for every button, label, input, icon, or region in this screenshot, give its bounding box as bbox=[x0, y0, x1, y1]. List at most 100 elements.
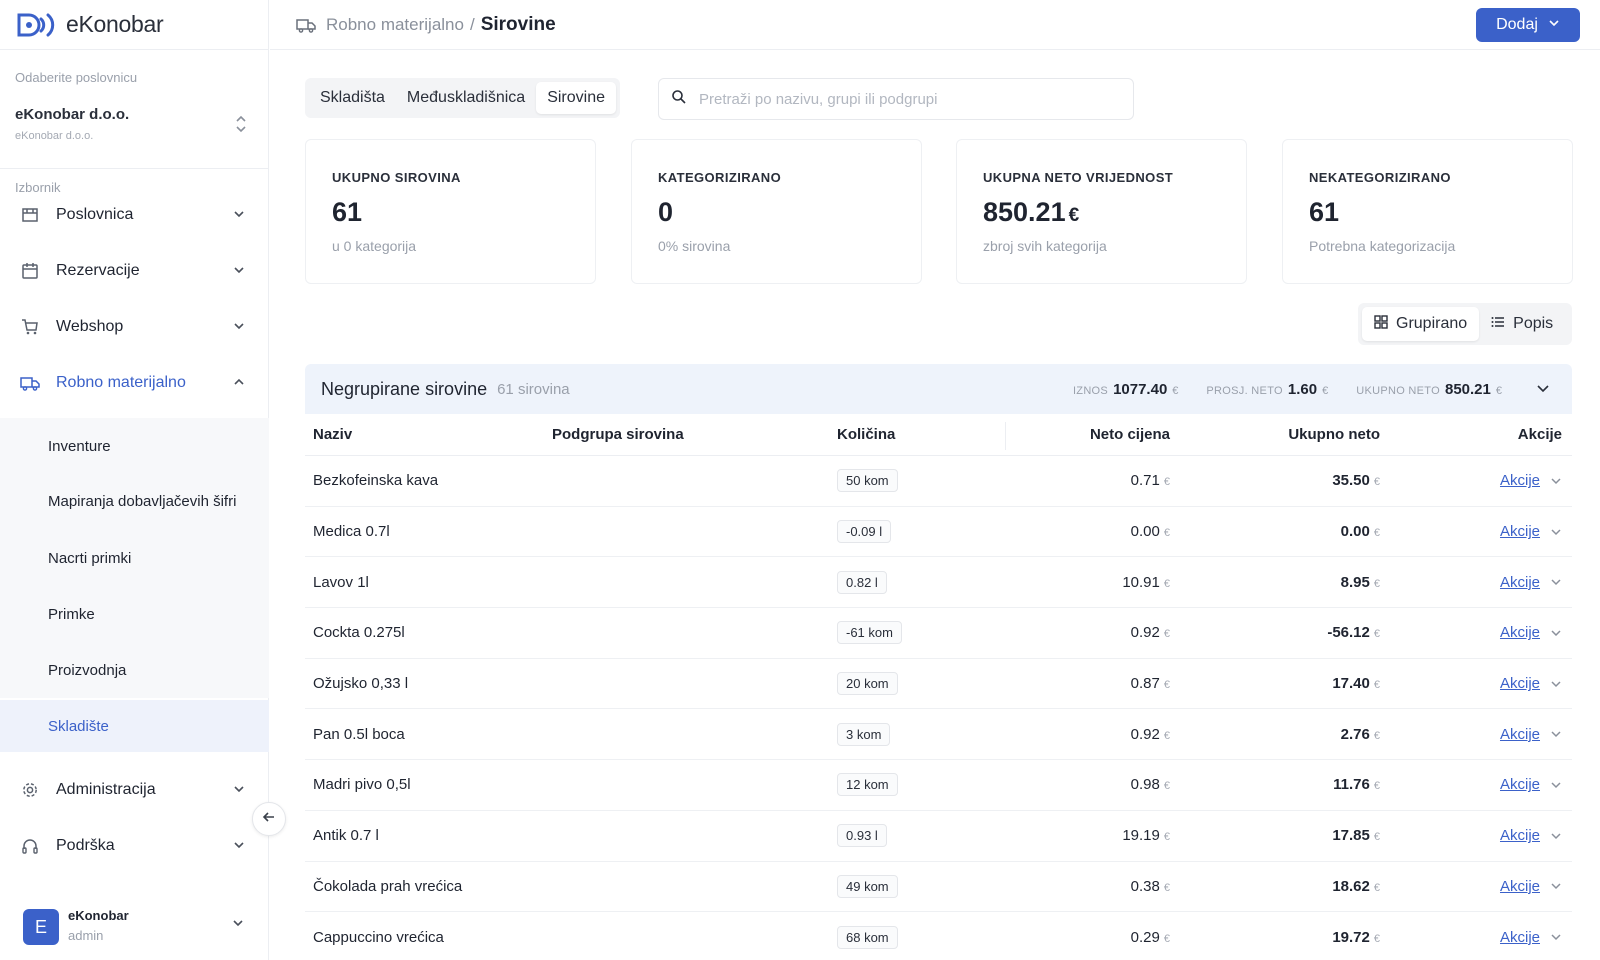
page-title: Sirovine bbox=[480, 13, 556, 35]
table-row[interactable]: Madri pivo 0,5l 12 kom 0.98 € 11.76 € Akcije bbox=[305, 760, 1572, 811]
list-icon bbox=[1491, 315, 1505, 334]
chevron-down-icon bbox=[1550, 880, 1562, 892]
column-header-kolicina[interactable]: Količina bbox=[837, 426, 896, 443]
sidebar-item-label: Webshop bbox=[56, 318, 124, 335]
sidebar-item-rezervacije[interactable]: Rezervacije bbox=[0, 246, 269, 296]
tab-meduskladisnica[interactable]: Međuskladišnica bbox=[406, 89, 526, 106]
actions-link[interactable]: Akcije bbox=[1499, 928, 1540, 946]
chevron-down-icon bbox=[1550, 830, 1562, 842]
stat-label: KATEGORIZIRANO bbox=[658, 170, 782, 185]
quantity-badge: 0.93 l bbox=[837, 824, 887, 848]
actions-link[interactable]: Akcije bbox=[1499, 877, 1540, 895]
row-quantity: -0.09 l bbox=[837, 520, 892, 544]
actions-link[interactable]: Akcije bbox=[1499, 675, 1540, 693]
row-name: Ožujsko 0,33 l bbox=[313, 675, 409, 693]
actions-link[interactable]: Akcije bbox=[1499, 776, 1540, 794]
column-header-ukupno-neto[interactable]: Ukupno neto bbox=[1288, 426, 1380, 443]
row-actions[interactable]: Akcije bbox=[1500, 624, 1562, 641]
sidebar: eKonobar Odaberite poslovnicu eKonobar d… bbox=[0, 0, 269, 960]
view-grouped-label: Grupirano bbox=[1396, 315, 1468, 332]
sidebar-subitem-primke[interactable]: Primke bbox=[0, 586, 269, 642]
row-actions[interactable]: Akcije bbox=[1500, 523, 1562, 540]
table-row[interactable]: Bezkofeinska kava 50 kom 0.71 € 35.50 € Akcije bbox=[305, 456, 1572, 507]
headphones-icon bbox=[20, 836, 40, 856]
chevron-down-icon bbox=[233, 319, 245, 337]
tab-skladista[interactable]: Skladišta bbox=[320, 89, 385, 106]
sidebar-subitem-nacrti-primki[interactable]: Nacrti primki bbox=[0, 530, 269, 586]
table-row[interactable]: Medica 0.7l -0.09 l 0.00 € 0.00 € Akcije bbox=[305, 507, 1572, 558]
column-header-naziv[interactable]: Naziv bbox=[313, 426, 353, 443]
add-button[interactable]: Dodaj bbox=[1476, 8, 1580, 42]
chevron-down-icon bbox=[232, 916, 244, 934]
view-list-label: Popis bbox=[1513, 315, 1554, 332]
table-row[interactable]: Cappuccino vrećica 68 kom 0.29 € 19.72 € Akcij… bbox=[305, 912, 1572, 960]
group-stats: IZNOS 1077.40 € PROSJ. NETO 1.60 € UKUPN… bbox=[1073, 364, 1502, 414]
quantity-badge: 68 kom bbox=[837, 925, 898, 949]
stat-subtitle: u 0 kategorija bbox=[332, 238, 417, 254]
actions-link[interactable]: Akcije bbox=[1499, 827, 1540, 845]
row-actions[interactable]: Akcije bbox=[1500, 776, 1562, 793]
sidebar-subitem-mapiranja[interactable]: Mapiranja dobavljačevih šifri bbox=[0, 474, 269, 530]
view-list-button[interactable]: Popis bbox=[1479, 307, 1565, 341]
search-icon bbox=[671, 89, 687, 110]
sidebar-item-webshop[interactable]: Webshop bbox=[0, 302, 269, 352]
column-header-podgrupa[interactable]: Podgrupa sirovina bbox=[552, 426, 684, 443]
user-menu[interactable]: E eKonobar admin bbox=[0, 886, 269, 952]
stat-value: 61 bbox=[332, 197, 363, 227]
row-actions[interactable]: Akcije bbox=[1500, 827, 1562, 844]
table-row[interactable]: Čokolada prah vrećica 49 kom 0.38 € 18.62 € Ak… bbox=[305, 862, 1572, 913]
breadcrumb-parent[interactable]: Robno materijalno bbox=[326, 14, 464, 34]
table-row[interactable]: Ožujsko 0,33 l 20 kom 0.87 € 17.40 € Akcije bbox=[305, 659, 1572, 710]
chevron-down-icon bbox=[233, 207, 245, 225]
row-name: Čokolada prah vrećica bbox=[313, 877, 463, 895]
quantity-badge: 12 kom bbox=[837, 773, 898, 797]
sidebar-item-administracija[interactable]: Administracija bbox=[0, 765, 269, 815]
sidebar-item-poslovnica[interactable]: Poslovnica bbox=[0, 190, 269, 240]
sidebar-subitem-proizvodnja[interactable]: Proizvodnja bbox=[0, 642, 269, 698]
view-grouped-button[interactable]: Grupirano bbox=[1362, 307, 1480, 341]
sidebar-subitem-inventure[interactable]: Inventure bbox=[0, 418, 269, 474]
stat-value: 850.21 € bbox=[983, 197, 1080, 227]
search-input[interactable] bbox=[699, 90, 1119, 108]
actions-link[interactable]: Akcije bbox=[1499, 624, 1540, 642]
row-total-net: 19.72 € bbox=[1332, 928, 1380, 946]
row-quantity: 50 kom bbox=[837, 469, 898, 493]
row-actions[interactable]: Akcije bbox=[1500, 726, 1562, 743]
actions-link[interactable]: Akcije bbox=[1499, 472, 1540, 490]
row-actions[interactable]: Akcije bbox=[1500, 574, 1562, 591]
column-header-neto-cijena[interactable]: Neto cijena bbox=[1089, 426, 1170, 443]
row-actions[interactable]: Akcije bbox=[1500, 675, 1562, 692]
sidebar-item-robno-materijalno[interactable]: Robno materijalno bbox=[0, 358, 269, 408]
business-subtitle: eKonobar d.o.o. bbox=[15, 130, 94, 142]
row-actions[interactable]: Akcije bbox=[1500, 472, 1562, 489]
sidebar-subitem-skladiste[interactable]: Skladište bbox=[0, 700, 269, 752]
business-selector[interactable]: eKonobar d.o.o. eKonobar d.o.o. bbox=[15, 106, 255, 150]
group-title: Negrupirane sirovine bbox=[321, 378, 488, 399]
stat-card-ukupno: UKUPNO SIROVINA 61 u 0 kategorija bbox=[305, 139, 596, 284]
table-body: Bezkofeinska kava 50 kom 0.71 € 35.50 € Akcije… bbox=[305, 456, 1572, 960]
stat-subtitle: zbroj svih kategorija bbox=[983, 238, 1107, 254]
chevron-down-icon[interactable] bbox=[1536, 381, 1550, 400]
row-net-price: 0.87 € bbox=[1130, 675, 1170, 693]
app-logo[interactable]: eKonobar bbox=[0, 0, 268, 50]
actions-link[interactable]: Akcije bbox=[1499, 725, 1540, 743]
tab-sirovine[interactable]: Sirovine bbox=[536, 82, 617, 114]
stat-card-nekategorizirano: NEKATEGORIZIRANO 61 Potrebna kategorizac… bbox=[1282, 139, 1573, 284]
table-row[interactable]: Lavov 1l 0.82 l 10.91 € 8.95 € Akcije bbox=[305, 557, 1572, 609]
actions-link[interactable]: Akcije bbox=[1499, 573, 1540, 591]
stat-label: UKUPNO SIROVINA bbox=[332, 170, 461, 185]
table-row[interactable]: Pan 0.5l boca 3 kom 0.92 € 2.76 € Akcije bbox=[305, 709, 1572, 761]
group-header[interactable]: Negrupirane sirovine 61 sirovina IZNOS 1… bbox=[305, 364, 1572, 414]
sidebar-item-podrska[interactable]: Podrška bbox=[0, 821, 269, 871]
collapse-sidebar-button[interactable] bbox=[252, 802, 286, 836]
actions-link[interactable]: Akcije bbox=[1499, 523, 1540, 541]
table-row[interactable]: Cockta 0.275l -61 kom 0.92 € -56.12 € Akcije bbox=[305, 608, 1572, 659]
sidebar-item-label: Administracija bbox=[56, 781, 156, 798]
top-header: Robno materijalno / Sirovine Dodaj bbox=[270, 0, 1600, 50]
chevron-down-icon bbox=[233, 782, 245, 800]
table-row[interactable]: Antik 0.7 l 0.93 l 19.19 € 17.85 € Akcije bbox=[305, 811, 1572, 862]
sidebar-item-label: Podrška bbox=[56, 837, 115, 854]
row-actions[interactable]: Akcije bbox=[1500, 929, 1562, 946]
group-stat-ukupno-neto: UKUPNO NETO 850.21 € bbox=[1356, 380, 1502, 398]
row-actions[interactable]: Akcije bbox=[1500, 878, 1562, 895]
